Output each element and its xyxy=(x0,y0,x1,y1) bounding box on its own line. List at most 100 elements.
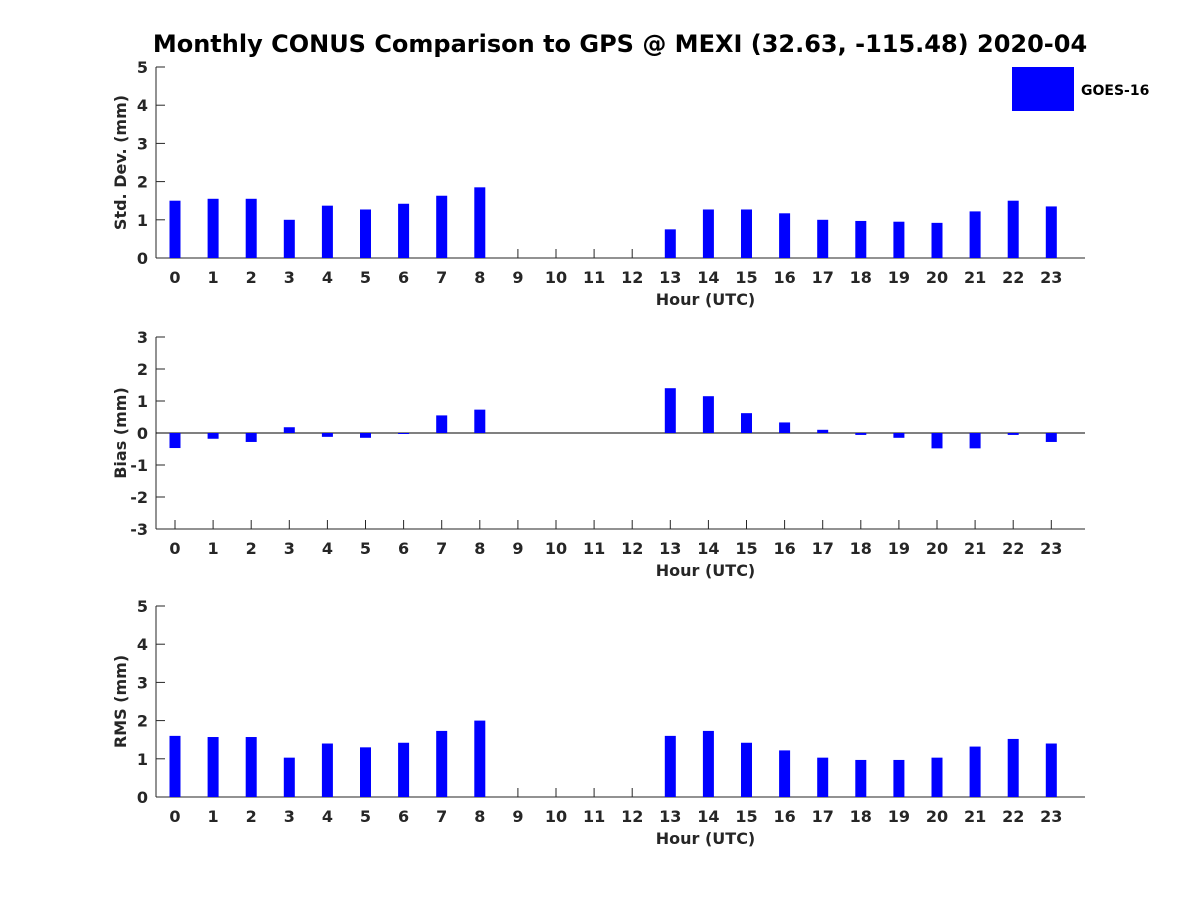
x-tick-label: 16 xyxy=(773,268,795,287)
bar xyxy=(360,747,371,797)
bar xyxy=(1007,738,1019,797)
x-tick-label: 10 xyxy=(545,268,567,287)
x-tick-label: 20 xyxy=(926,807,948,826)
x-tick-label: 4 xyxy=(322,268,333,287)
x-tick-label: 18 xyxy=(850,539,872,558)
x-tick-label: 18 xyxy=(850,807,872,826)
x-tick-label: 17 xyxy=(812,268,834,287)
x-tick-label: 0 xyxy=(169,268,180,287)
y-tick-label: 3 xyxy=(137,673,148,692)
x-tick-label: 3 xyxy=(284,807,295,826)
y-tick-label: -1 xyxy=(130,456,148,475)
x-tick-label: 0 xyxy=(169,807,180,826)
bar xyxy=(741,742,752,797)
bar xyxy=(741,413,752,433)
y-tick-label: 3 xyxy=(137,328,148,347)
x-tick-label: 10 xyxy=(545,807,567,826)
x-tick-label: 12 xyxy=(621,268,643,287)
bar xyxy=(855,759,867,797)
x-tick-label: 7 xyxy=(436,268,447,287)
legend-label: GOES-16 xyxy=(1081,83,1149,99)
y-axis-label: Bias (mm) xyxy=(111,387,130,479)
x-tick-label: 17 xyxy=(812,539,834,558)
legend-swatch xyxy=(1012,67,1074,111)
x-tick-label: 23 xyxy=(1040,268,1062,287)
x-tick-label: 6 xyxy=(398,807,409,826)
bar xyxy=(245,198,257,258)
y-tick-label: -2 xyxy=(130,488,148,507)
bar xyxy=(702,209,714,258)
bar xyxy=(207,737,219,797)
x-axis-label: Hour (UTC) xyxy=(656,561,756,580)
x-tick-label: 8 xyxy=(474,807,485,826)
y-tick-label: 0 xyxy=(137,788,148,807)
x-tick-label: 17 xyxy=(812,807,834,826)
bar xyxy=(702,396,714,433)
bar xyxy=(893,759,905,797)
bar xyxy=(245,737,257,797)
y-tick-label: 2 xyxy=(137,173,148,192)
x-tick-label: 2 xyxy=(246,807,257,826)
bar xyxy=(360,209,371,258)
y-tick-label: 5 xyxy=(137,58,148,77)
bar xyxy=(664,735,676,797)
bar xyxy=(283,427,295,433)
bar xyxy=(855,433,867,435)
bar xyxy=(969,433,981,449)
x-tick-label: 22 xyxy=(1002,807,1024,826)
bar xyxy=(436,195,448,258)
x-tick-label: 4 xyxy=(322,539,333,558)
x-tick-label: 2 xyxy=(246,539,257,558)
bar xyxy=(474,187,486,258)
bar xyxy=(779,750,791,797)
bar xyxy=(893,433,905,438)
x-tick-label: 19 xyxy=(888,807,910,826)
bar xyxy=(1045,433,1057,442)
bar xyxy=(664,388,676,433)
bar xyxy=(245,433,257,442)
y-tick-label: 5 xyxy=(137,597,148,616)
x-tick-label: 1 xyxy=(208,268,219,287)
x-tick-label: 8 xyxy=(474,539,485,558)
bar xyxy=(283,757,295,797)
y-tick-label: 2 xyxy=(137,712,148,731)
x-tick-label: 5 xyxy=(360,539,371,558)
bar xyxy=(207,433,219,439)
bar xyxy=(169,433,181,449)
x-tick-label: 12 xyxy=(621,539,643,558)
x-tick-label: 18 xyxy=(850,268,872,287)
x-tick-label: 9 xyxy=(512,268,523,287)
y-tick-label: 1 xyxy=(137,211,148,230)
bar xyxy=(283,219,295,258)
x-tick-label: 8 xyxy=(474,268,485,287)
y-tick-label: 0 xyxy=(137,249,148,268)
bar xyxy=(1007,433,1019,435)
x-tick-label: 1 xyxy=(208,539,219,558)
bar xyxy=(398,433,410,434)
x-tick-label: 14 xyxy=(697,268,719,287)
x-tick-label: 23 xyxy=(1040,539,1062,558)
x-tick-label: 16 xyxy=(773,539,795,558)
bar xyxy=(398,203,410,258)
x-tick-label: 19 xyxy=(888,268,910,287)
x-tick-label: 16 xyxy=(773,807,795,826)
x-tick-label: 6 xyxy=(398,539,409,558)
x-axis-label: Hour (UTC) xyxy=(656,829,756,848)
bar xyxy=(741,209,752,258)
y-tick-label: 3 xyxy=(137,134,148,153)
y-tick-label: 1 xyxy=(137,750,148,769)
bar xyxy=(779,213,791,258)
bar xyxy=(855,220,867,258)
bar xyxy=(436,415,448,433)
bar xyxy=(436,730,448,797)
x-tick-label: 15 xyxy=(735,539,757,558)
bar xyxy=(931,222,943,258)
chart-title: Monthly CONUS Comparison to GPS @ MEXI (… xyxy=(152,30,1088,58)
bar xyxy=(474,409,486,433)
x-tick-label: 3 xyxy=(284,539,295,558)
bar xyxy=(1007,200,1019,258)
bar xyxy=(360,433,371,438)
x-tick-label: 22 xyxy=(1002,268,1024,287)
x-tick-label: 1 xyxy=(208,807,219,826)
